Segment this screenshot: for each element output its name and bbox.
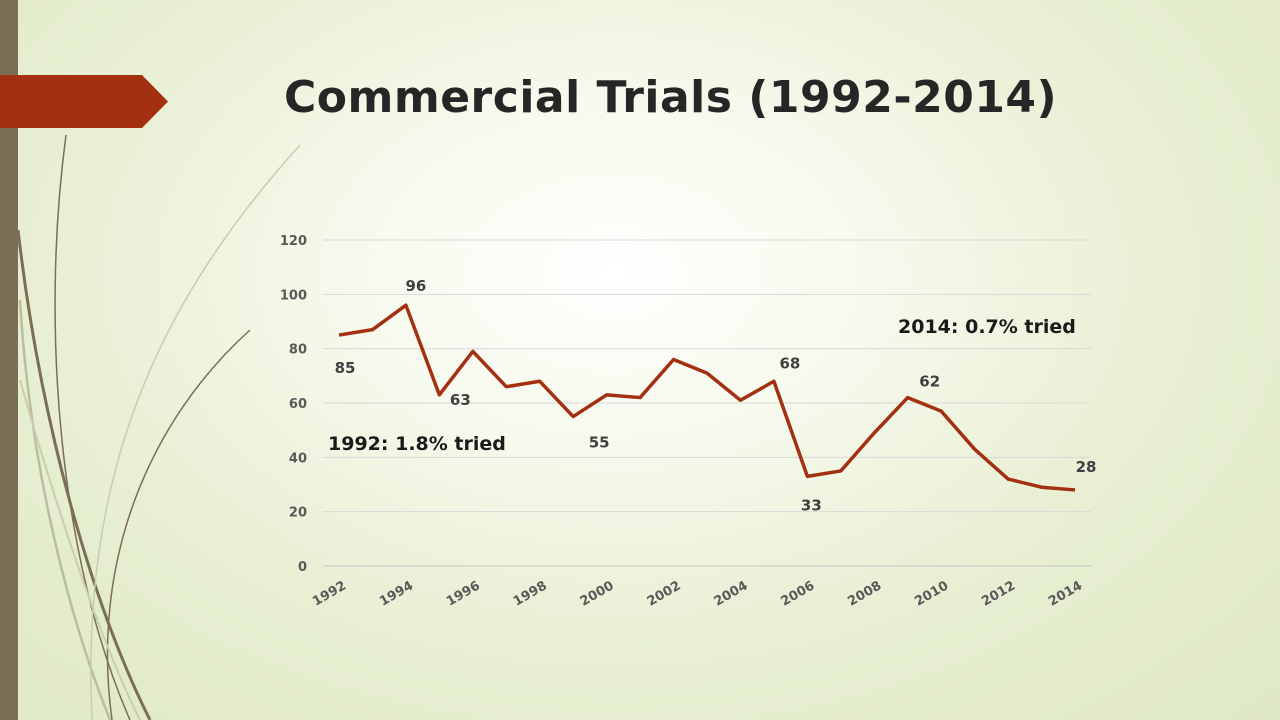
- data-label-1994: 96: [405, 277, 426, 295]
- y-tick-label-100: 100: [280, 288, 307, 303]
- x-tick-label-2006: 2006: [779, 578, 818, 609]
- y-tick-label-20: 20: [289, 506, 307, 521]
- series-line-0: [338, 303, 1076, 492]
- data-label-2009: 62: [919, 373, 940, 391]
- x-tick-label-2008: 2008: [845, 578, 884, 609]
- data-label-1995: 63: [450, 391, 471, 409]
- chart-series: [338, 303, 1076, 492]
- title-accent-tab: [0, 75, 168, 128]
- x-tick-label-1996: 1996: [444, 578, 483, 609]
- x-tick-label-2000: 2000: [578, 578, 617, 609]
- data-label-1999: 55: [589, 434, 610, 452]
- x-axis-ticks: 1992 1994 1996 1998 2000 2002 2004 2006 2008 2010…: [310, 578, 1085, 609]
- y-tick-label-120: 120: [280, 234, 307, 249]
- x-tick-label-1992: 1992: [310, 578, 349, 609]
- data-label-2014: 28: [1076, 458, 1097, 476]
- decorative-swirl-lines: [16, 134, 301, 720]
- x-tick-label-2010: 2010: [912, 578, 951, 609]
- y-tick-label-40: 40: [289, 451, 307, 466]
- annotation-2014: 2014: 0.7% tried: [898, 316, 1076, 338]
- x-tick-label-2012: 2012: [979, 578, 1018, 609]
- annotation-1992: 1992: 1.8% tried: [328, 433, 506, 455]
- data-label-1992: 85: [335, 359, 356, 377]
- data-labels: 85 96 63 55 68 33 62 28: [335, 277, 1097, 514]
- x-tick-label-2014: 2014: [1046, 578, 1085, 609]
- y-tick-label-60: 60: [289, 397, 307, 412]
- y-axis-ticks: 0 20 40 60 80 100 120: [280, 234, 307, 575]
- chart-gridlines: [323, 239, 1091, 567]
- x-tick-label-1994: 1994: [377, 578, 416, 609]
- slide-title: Commercial Trials (1992-2014): [284, 72, 1058, 123]
- y-tick-label-80: 80: [289, 343, 307, 358]
- y-tick-label-0: 0: [298, 560, 307, 575]
- x-tick-label-2004: 2004: [712, 578, 751, 609]
- data-label-2005: 68: [779, 354, 800, 372]
- x-tick-label-1998: 1998: [511, 578, 550, 609]
- data-label-2006: 33: [801, 496, 822, 514]
- left-accent-bar: [0, 0, 18, 720]
- x-tick-label-2002: 2002: [645, 578, 684, 609]
- title-accent-shape: [0, 75, 168, 128]
